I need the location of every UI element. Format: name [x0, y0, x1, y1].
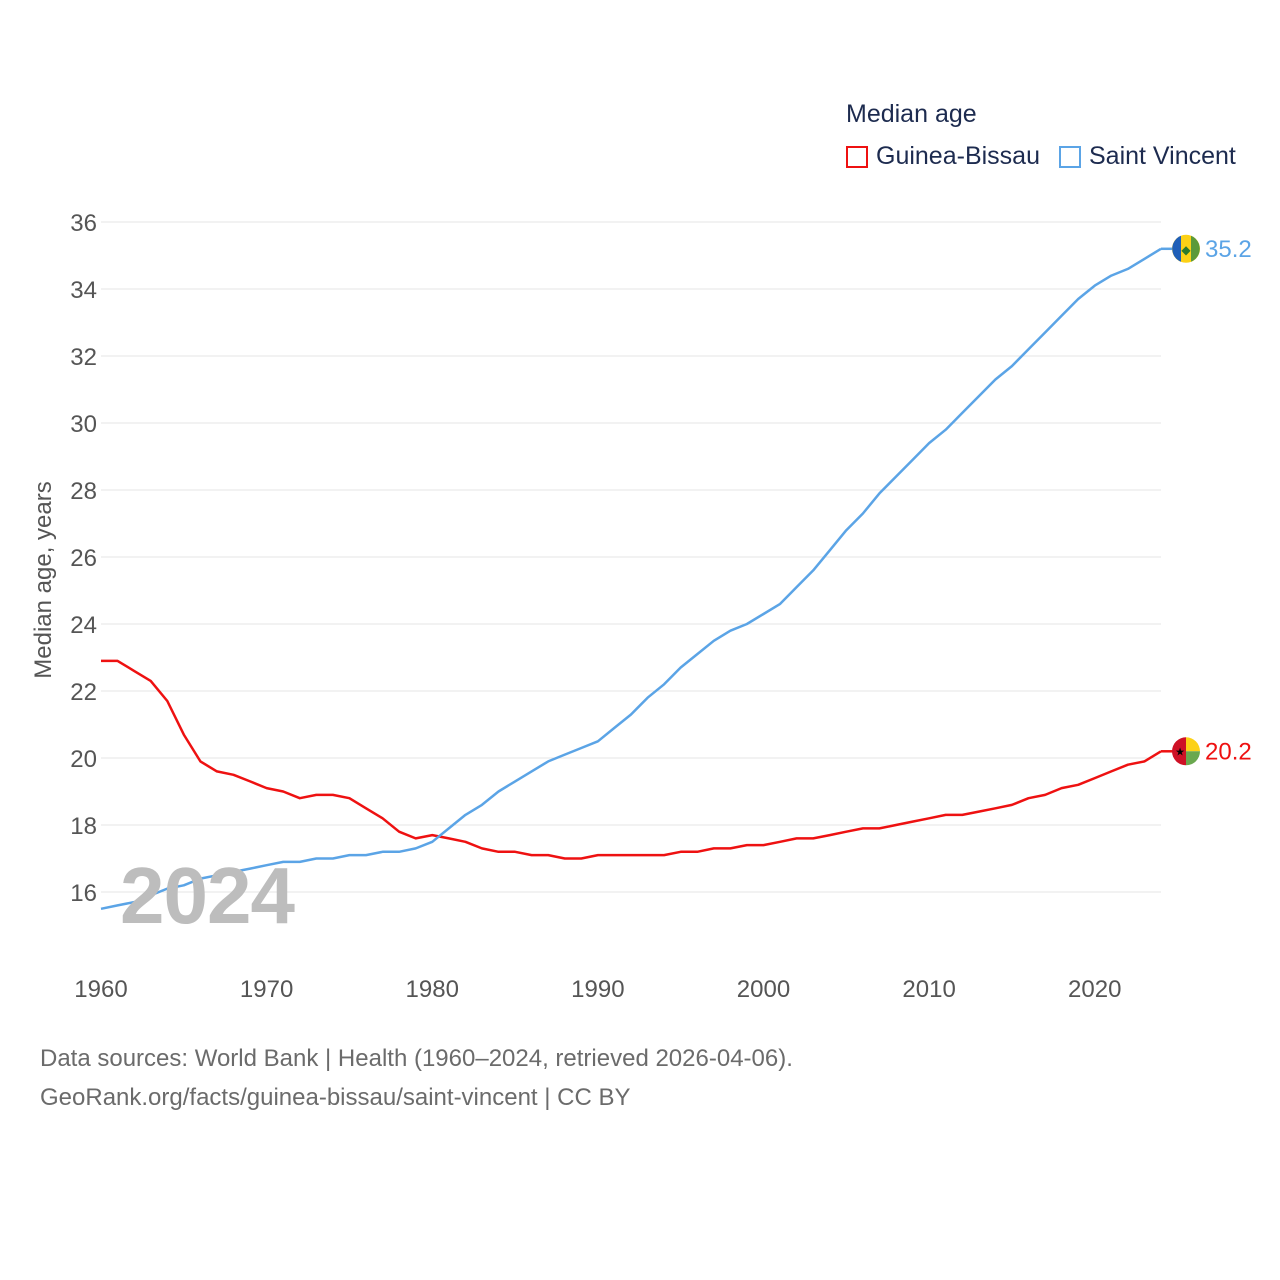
- end-value-label: 20.2: [1205, 738, 1252, 765]
- x-tick-label: 2010: [902, 976, 955, 1003]
- y-axis-label: Median age, years: [30, 481, 57, 678]
- source-url[interactable]: GeoRank.org/facts/guinea-bissau/saint-vi…: [40, 1084, 631, 1111]
- y-tick-label: 18: [70, 813, 97, 840]
- y-tick-label: 36: [70, 210, 97, 237]
- x-tick-label: 1990: [571, 976, 624, 1003]
- series-lines: [100, 247, 1162, 911]
- x-tick-label: 2020: [1068, 976, 1121, 1003]
- svg-text:★: ★: [1175, 746, 1185, 758]
- line-chart: 16 18 20 22 24 26 28 30 32 34 36 1960 1970 1980 1990 2…: [30, 210, 1252, 1003]
- legend-item-guinea-bissau[interactable]: Guinea-Bissau: [846, 142, 1040, 171]
- x-tick-label: 1960: [74, 976, 127, 1003]
- flag-icon-guinea-bissau: ★: [1172, 737, 1200, 766]
- flag-icon-saint-vincent: ◆: [1172, 234, 1200, 263]
- legend-item-saint-vincent[interactable]: Saint Vincent: [1059, 142, 1236, 171]
- x-axis-ticks: 1960 1970 1980 1990 2000 2010 2020: [74, 976, 1121, 1003]
- legend-swatch-guinea-bissau: [846, 145, 868, 168]
- y-tick-label: 24: [70, 612, 97, 639]
- y-tick-label: 32: [70, 344, 97, 371]
- legend-label: Saint Vincent: [1089, 142, 1236, 170]
- legend-swatch-saint-vincent: [1059, 145, 1081, 168]
- grid-lines: [101, 221, 1161, 893]
- y-tick-label: 26: [70, 545, 97, 572]
- legend-title: Median age: [846, 100, 977, 128]
- y-tick-label: 30: [70, 411, 97, 438]
- x-tick-label: 1980: [406, 976, 459, 1003]
- y-axis-ticks: 16 18 20 22 24 26 28 30 32 34 36: [70, 210, 97, 907]
- series-line-saint-vincent: [100, 247, 1162, 911]
- y-tick-label: 34: [70, 277, 97, 304]
- x-tick-label: 2000: [737, 976, 790, 1003]
- y-tick-label: 28: [70, 478, 97, 505]
- end-value-label: 35.2: [1205, 236, 1252, 263]
- y-tick-label: 22: [70, 679, 97, 706]
- series-line-guinea-bissau: [101, 659, 1162, 860]
- current-year-watermark: 2024: [120, 851, 295, 940]
- end-markers: ★ 20.2 ◆ 35.2: [1161, 234, 1252, 766]
- x-tick-label: 1970: [240, 976, 293, 1003]
- legend-label: Guinea-Bissau: [876, 142, 1040, 170]
- source-text: Data sources: World Bank | Health (1960–…: [40, 1045, 793, 1072]
- svg-text:◆: ◆: [1181, 243, 1191, 257]
- y-tick-label: 16: [70, 880, 97, 907]
- y-tick-label: 20: [70, 746, 97, 773]
